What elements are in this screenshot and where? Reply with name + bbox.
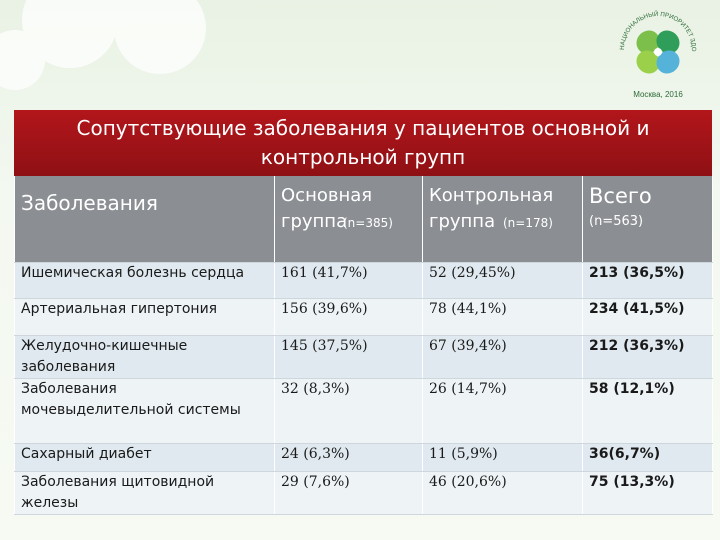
total-cell: 234 (41,5%) [582,298,713,336]
control-group-cell: 52 (29,45%) [422,262,583,299]
disease-cell: Желудочно-кишечные заболевания [14,335,275,379]
total-cell: 213 (36,5%) [582,262,713,299]
title-line-1: Сопутствующие заболевания у пациентов ос… [76,116,650,140]
header-control-group: Контрольная группа (n=178) [422,176,583,263]
header-main-group-label: Основная группа [281,185,373,232]
header-main-group-n: (n=385) [343,216,393,230]
control-group-cell: 46 (20,6%) [422,471,583,515]
disease-cell: Артериальная гипертония [14,298,275,336]
header-total-label: Всего [589,184,652,208]
header-control-group-n: (n=178) [503,216,553,230]
header-diseases: Заболевания [14,176,275,263]
logo: НАЦИОНАЛЬНЫЙ ПРИОРИТЕТ ЗДОРОВЬЕ Москва, … [610,1,704,104]
slide-title: Сопутствующие заболевания у пациентов ос… [14,110,712,176]
clover-background-icon [0,0,206,90]
total-cell: 36(6,7%) [582,443,713,472]
control-group-cell: 78 (44,1%) [422,298,583,336]
main-group-cell: 156 (39,6%) [274,298,423,336]
main-group-cell: 32 (8,3%) [274,378,423,444]
main-group-cell: 24 (6,3%) [274,443,423,472]
table-row: Сахарный диабет 24 (6,3%) 11 (5,9%) 36(6… [14,443,713,472]
control-group-cell: 26 (14,7%) [422,378,583,444]
main-group-cell: 29 (7,6%) [274,471,423,515]
disease-cell: Сахарный диабет [14,443,275,472]
clover-logo-icon: НАЦИОНАЛЬНЫЙ ПРИОРИТЕТ ЗДОРОВЬЕ [610,1,697,74]
table-row: Желудочно-кишечные заболевания 145 (37,5… [14,335,713,379]
disease-cell: Заболевания щитовидной железы [14,471,275,515]
total-cell: 75 (13,3%) [582,471,713,515]
table-row: Ишемическая болезнь сердца 161 (41,7%) 5… [14,262,713,299]
main-group-cell: 161 (41,7%) [274,262,423,299]
table-row: Артериальная гипертония 156 (39,6%) 78 (… [14,298,713,336]
control-group-cell: 11 (5,9%) [422,443,583,472]
title-line-2: контрольной групп [260,145,466,169]
total-cell: 212 (36,3%) [582,335,713,379]
control-group-cell: 67 (39,4%) [422,335,583,379]
disease-cell: Заболевания мочевыделительной системы [14,378,275,444]
table-row: Заболевания мочевыделительной системы 32… [14,378,713,444]
logo-city-year: Москва, 2016 [633,90,683,99]
table-row: Заболевания щитовидной железы 29 (7,6%) … [14,471,713,515]
header-main-group: Основная группа (n=385) [274,176,423,263]
main-group-cell: 145 (37,5%) [274,335,423,379]
total-cell: 58 (12,1%) [582,378,713,444]
header-control-group-label: Контрольная группа [429,185,554,232]
table-header-row: Заболевания Основная группа (n=385) Конт… [14,176,713,263]
comorbidity-table: Заболевания Основная группа (n=385) Конт… [14,176,713,515]
header-total-n: (n=563) [589,214,644,229]
disease-cell: Ишемическая болезнь сердца [14,262,275,299]
header-total: Всего (n=563) [582,176,713,263]
